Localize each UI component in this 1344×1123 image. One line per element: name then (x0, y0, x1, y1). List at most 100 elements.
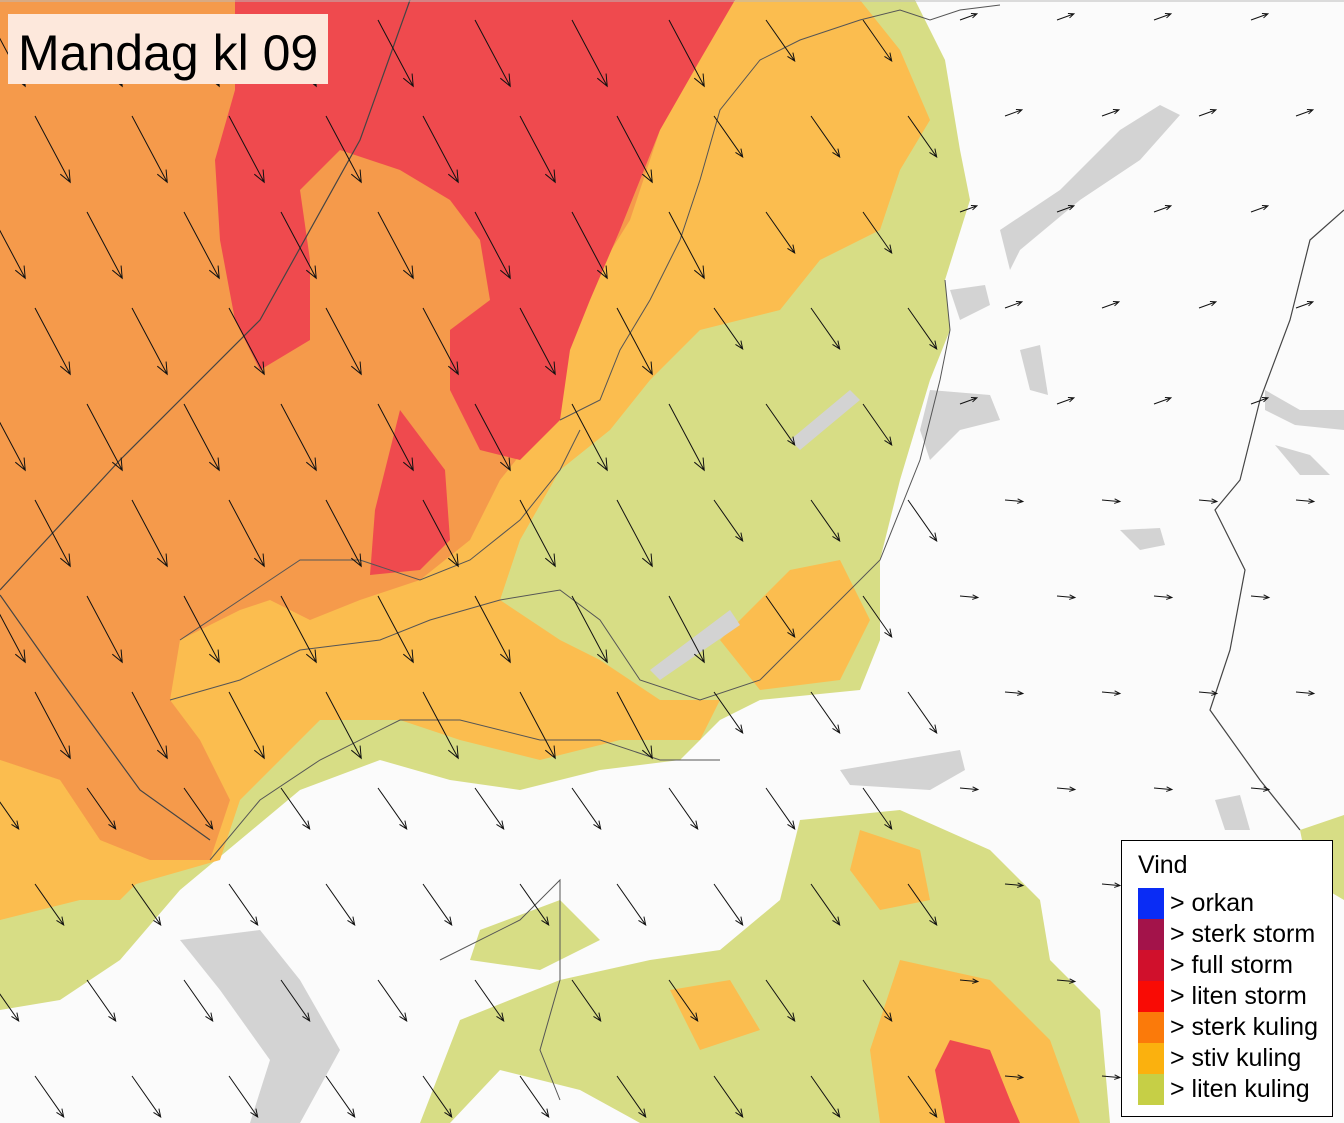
wind-arrow (616, 883, 647, 927)
wind-arrow (325, 691, 362, 760)
wind-arrow (325, 115, 362, 184)
wind-arrow (713, 1075, 744, 1119)
wind-arrow (862, 595, 893, 639)
wind-arrow (907, 1075, 938, 1119)
legend-item: > liten kuling (1138, 1074, 1310, 1105)
wind-arrow (1004, 301, 1024, 309)
legend-label: > sterk kuling (1170, 1013, 1318, 1041)
wind-arrow (810, 499, 841, 543)
wind-arrow (1056, 397, 1076, 405)
wind-arrow (668, 19, 705, 88)
coastline (179, 429, 581, 641)
wind-arrow (907, 883, 938, 927)
wind-arrow (1056, 978, 1077, 984)
wind-arrow (1295, 301, 1315, 309)
wind-arrow (474, 595, 511, 664)
wind-arrow (862, 979, 893, 1023)
legend-label: > orkan (1170, 889, 1255, 917)
wind-arrow (325, 1075, 356, 1119)
wind-arrow (228, 307, 265, 376)
national-border (1209, 209, 1344, 831)
wind-arrow (280, 403, 317, 472)
zone-stiv-kuling-4 (870, 960, 1080, 1123)
wind-arrow (1198, 109, 1218, 117)
legend-label: > stiv kuling (1170, 1044, 1302, 1072)
wind-arrow (34, 1075, 65, 1119)
wind-arrow (519, 115, 556, 184)
lat-lon-grid (0, 0, 411, 591)
legend-swatch (1138, 888, 1164, 919)
wind-arrow (571, 19, 608, 88)
lake (950, 285, 990, 320)
wind-arrow (34, 115, 71, 184)
lake (1275, 445, 1330, 475)
wind-arrow (325, 499, 362, 568)
wind-arrow (280, 211, 317, 280)
wind-arrow (519, 1075, 550, 1119)
wind-arrow (713, 307, 744, 351)
wind-arrow (616, 691, 653, 760)
wind-arrow (131, 691, 168, 760)
wind-arrow (668, 403, 705, 472)
wind-arrow (810, 1075, 841, 1119)
wind-arrow (1101, 109, 1121, 117)
zone-liten-storm-south (935, 1040, 1020, 1123)
coastlines (169, 4, 1001, 1101)
wind-arrow (668, 979, 699, 1023)
wind-arrow (0, 613, 26, 664)
legend-swatch (1138, 981, 1164, 1012)
wind-arrow (422, 499, 459, 568)
zone-sterk-kuling-sw (0, 760, 150, 920)
zone-stiv-kuling-3 (850, 830, 930, 910)
legend-label: > sterk storm (1170, 920, 1316, 948)
wind-arrow (377, 211, 414, 280)
legend-item: > orkan (1138, 888, 1254, 919)
wind-arrow (183, 211, 220, 280)
zone-liten-storm-north (215, 0, 735, 460)
wind-arrow (183, 403, 220, 472)
wind-arrow (280, 787, 311, 831)
wind-arrow (1198, 301, 1218, 309)
wind-arrow (810, 691, 841, 735)
wind-arrow (1101, 301, 1121, 309)
wind-arrow (810, 115, 841, 159)
wind-arrow (1295, 109, 1315, 117)
wind-arrow (765, 787, 796, 831)
legend-swatch (1138, 1012, 1164, 1043)
wind-arrow (1004, 498, 1025, 504)
wind-arrow (131, 883, 162, 927)
wind-arrow (131, 1075, 162, 1119)
wind-arrow (959, 205, 979, 213)
wind-arrow (571, 595, 608, 664)
lake (1265, 390, 1344, 430)
wind-arrow (86, 595, 123, 664)
wind-arrow (1056, 13, 1076, 21)
wind-arrow (377, 595, 414, 664)
wind-arrow (959, 978, 980, 984)
wind-arrow (377, 787, 408, 831)
wind-arrow (668, 211, 705, 280)
wind-arrow (1250, 13, 1270, 21)
lat-lon-grid (0, 594, 211, 841)
wind-arrow (1004, 882, 1025, 888)
wind-arrow (86, 403, 123, 472)
wind-arrow (571, 787, 602, 831)
lakes (180, 105, 1344, 1123)
lake (920, 390, 1000, 460)
lake (1120, 528, 1165, 550)
wind-arrow (810, 307, 841, 351)
wind-arrow (422, 115, 459, 184)
wind-arrow (1101, 1074, 1122, 1080)
legend-swatch (1138, 950, 1164, 981)
legend-label: > full storm (1170, 951, 1293, 979)
wind-arrow (0, 801, 20, 831)
wind-arrow (34, 307, 71, 376)
legend-item: > liten storm (1138, 981, 1307, 1012)
wind-arrow (1198, 498, 1219, 504)
wind-arrow (228, 115, 265, 184)
wind-arrow (422, 883, 453, 927)
wind-arrow (422, 307, 459, 376)
wind-arrow (34, 883, 65, 927)
wind-arrow (907, 499, 938, 543)
